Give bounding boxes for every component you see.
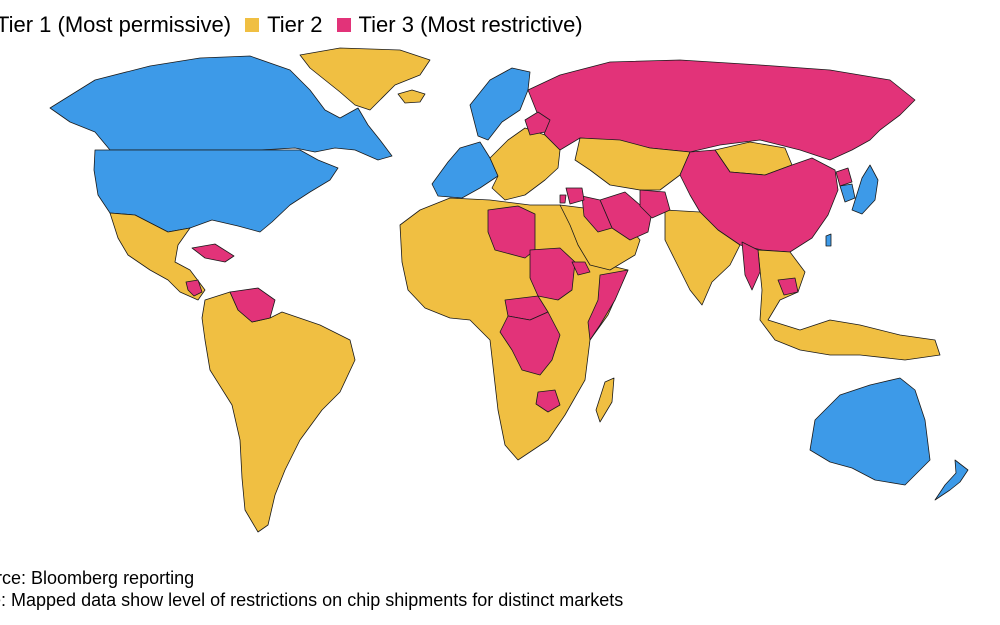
region-iran xyxy=(599,191,653,241)
region-mexico-and-central-america xyxy=(109,212,206,301)
region-myanmar xyxy=(741,241,761,291)
legend-item-tier-3: Tier 3 (Most restrictive) xyxy=(336,12,583,38)
region-sudan xyxy=(529,247,576,301)
region-iceland xyxy=(397,89,426,104)
methodology-note: te: Mapped data show level of restrictio… xyxy=(0,590,624,610)
region-western-europe xyxy=(431,141,499,199)
legend-swatch-tier-3 xyxy=(336,18,351,32)
region-belarus xyxy=(524,111,551,136)
region-southeast-asia xyxy=(757,249,941,361)
region-afghanistan xyxy=(639,189,671,219)
region-south-america xyxy=(201,291,356,533)
region-lebanon xyxy=(559,194,567,204)
region-democratic-republic-of-the-congo xyxy=(499,311,561,376)
source-note: urce: Bloomberg reporting xyxy=(0,568,195,588)
legend-label-tier-3: Tier 3 (Most restrictive) xyxy=(358,12,583,37)
region-venezuela xyxy=(229,287,276,323)
legend-label-tier-2: Tier 2 xyxy=(267,12,323,37)
region-central-asia xyxy=(574,137,691,191)
region-zimbabwe xyxy=(535,389,561,413)
legend-label-tier-1: Tier 1 (Most permissive) xyxy=(0,12,232,37)
map-legend: Tier 1 (Most permissive) Tier 2 Tier 3 (… xyxy=(0,10,597,40)
world-map xyxy=(49,47,969,533)
region-eritrea xyxy=(571,261,591,276)
region-somalia xyxy=(587,269,629,341)
region-taiwan xyxy=(825,233,832,247)
legend-item-tier-1: Tier 1 (Most permissive) xyxy=(0,12,231,38)
region-china xyxy=(679,149,839,253)
region-new-zealand xyxy=(934,459,969,501)
region-madagascar xyxy=(595,377,615,423)
region-north-korea xyxy=(835,167,853,187)
region-australia xyxy=(809,377,931,486)
region-russia xyxy=(527,59,916,161)
region-libya xyxy=(487,205,536,259)
region-cambodia xyxy=(777,277,799,296)
region-japan xyxy=(851,164,879,215)
region-scandinavia xyxy=(469,67,531,141)
map-footer: urce: Bloomberg reporting te: Mapped dat… xyxy=(0,567,623,611)
region-greenland xyxy=(299,47,431,111)
region-nicaragua xyxy=(185,279,203,297)
map-regions xyxy=(49,47,969,533)
region-syria xyxy=(565,187,585,205)
region-cuba xyxy=(191,243,235,263)
legend-swatch-tier-2 xyxy=(245,18,260,32)
region-india xyxy=(664,209,741,306)
region-eastern-europe xyxy=(489,127,561,201)
region-south-korea xyxy=(839,183,856,203)
region-iraq xyxy=(581,195,613,233)
legend-item-tier-2: Tier 2 xyxy=(245,12,323,38)
